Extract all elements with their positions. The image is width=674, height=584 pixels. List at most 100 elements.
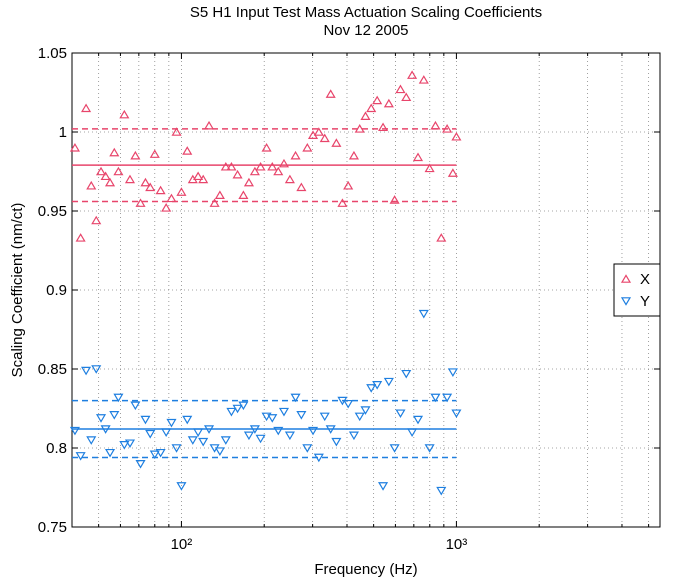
point xyxy=(91,365,102,374)
point xyxy=(166,193,177,203)
point xyxy=(442,393,453,403)
point xyxy=(451,131,462,141)
point xyxy=(284,431,295,441)
point xyxy=(155,185,166,195)
point xyxy=(182,146,193,155)
point xyxy=(69,143,80,152)
y-tick-label: 0.9 xyxy=(46,282,67,299)
chart-title: S5 H1 Input Test Mass Actuation Scaling … xyxy=(190,4,542,21)
point xyxy=(238,401,249,411)
x-tick-label: 10² xyxy=(171,536,193,553)
point xyxy=(113,393,124,403)
point xyxy=(255,161,266,171)
point xyxy=(366,103,377,113)
point xyxy=(377,482,389,491)
point xyxy=(176,482,187,491)
point xyxy=(203,425,215,434)
legend-marker xyxy=(620,297,632,306)
point xyxy=(75,452,86,461)
point xyxy=(424,163,435,173)
point xyxy=(451,409,462,419)
legend-label: X xyxy=(640,271,650,288)
point xyxy=(296,182,307,192)
point xyxy=(418,309,429,319)
point xyxy=(401,92,412,102)
point xyxy=(91,215,102,225)
point xyxy=(436,486,447,496)
point xyxy=(161,203,172,212)
point xyxy=(176,187,187,196)
point xyxy=(100,171,111,181)
y-tick-label: 1 xyxy=(59,124,67,141)
point xyxy=(119,109,130,119)
point xyxy=(193,171,204,181)
point xyxy=(95,414,107,423)
point xyxy=(255,434,266,444)
point xyxy=(86,436,97,445)
chart-subtitle: Nov 12 2005 xyxy=(323,22,408,39)
point xyxy=(389,444,400,453)
point xyxy=(430,120,441,130)
point xyxy=(343,180,354,190)
point xyxy=(119,441,130,450)
point xyxy=(348,150,359,160)
y-tick-label: 0.85 xyxy=(38,361,67,378)
point xyxy=(337,198,348,207)
point xyxy=(436,233,447,242)
point xyxy=(383,98,394,108)
point xyxy=(278,407,290,417)
point xyxy=(319,133,330,143)
point xyxy=(140,415,151,425)
point xyxy=(193,428,204,437)
point xyxy=(166,418,177,428)
point xyxy=(182,415,193,425)
point xyxy=(75,233,86,242)
point xyxy=(290,393,301,403)
point xyxy=(372,95,383,105)
point xyxy=(140,177,151,187)
point xyxy=(267,414,278,423)
point xyxy=(331,437,342,447)
point xyxy=(104,448,116,458)
point xyxy=(243,431,254,441)
point xyxy=(354,124,365,133)
point xyxy=(243,177,254,187)
point xyxy=(109,411,120,420)
point xyxy=(412,152,424,162)
y-tick-label: 0.8 xyxy=(46,440,67,457)
y-tick-label: 0.75 xyxy=(38,519,67,536)
point xyxy=(372,381,383,390)
point xyxy=(360,111,371,120)
point xyxy=(313,127,324,136)
point xyxy=(130,401,141,411)
point xyxy=(198,437,209,447)
point xyxy=(430,393,441,403)
x-tick-label: 10³ xyxy=(446,536,468,553)
point xyxy=(135,460,146,469)
point xyxy=(331,138,342,147)
point xyxy=(442,124,453,133)
point xyxy=(109,147,120,157)
point xyxy=(296,411,307,420)
point xyxy=(149,450,160,460)
point xyxy=(145,429,156,439)
point xyxy=(447,168,458,177)
point xyxy=(124,439,136,449)
x-axis-label: Frequency (Hz) xyxy=(314,561,417,578)
point xyxy=(325,89,336,98)
point xyxy=(418,75,429,84)
point xyxy=(407,428,418,437)
point xyxy=(395,84,406,94)
point xyxy=(319,412,330,422)
point xyxy=(86,180,97,190)
point xyxy=(198,174,209,184)
point xyxy=(366,384,377,393)
point xyxy=(273,166,284,176)
point xyxy=(209,198,220,207)
point xyxy=(290,150,301,160)
point xyxy=(203,120,215,130)
point xyxy=(273,426,284,436)
point xyxy=(343,399,354,409)
point xyxy=(95,166,107,176)
point xyxy=(226,161,237,171)
